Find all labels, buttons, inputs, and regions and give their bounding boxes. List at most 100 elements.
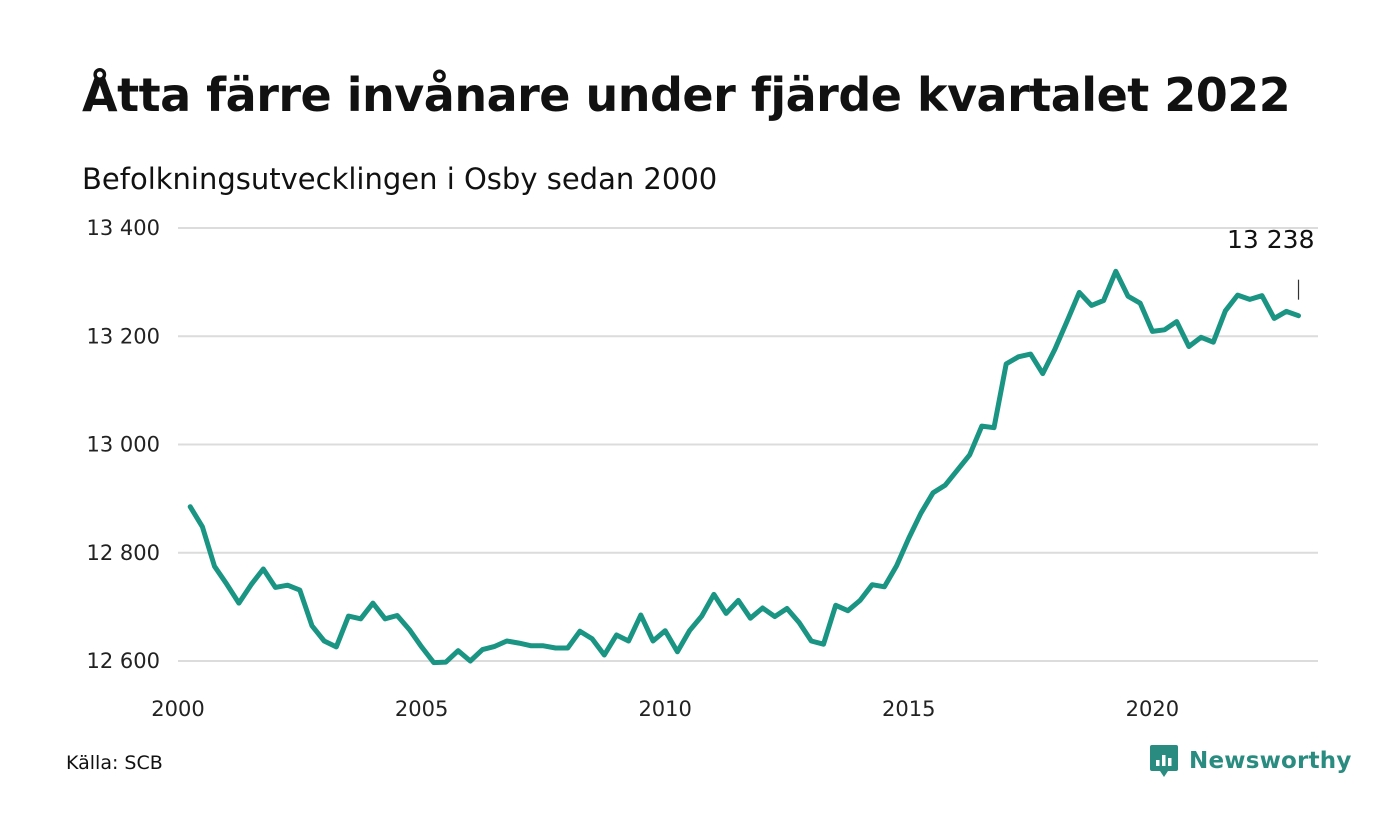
data-point xyxy=(967,452,972,457)
data-point xyxy=(748,616,753,621)
data-point xyxy=(1101,298,1106,303)
data-point xyxy=(273,585,278,590)
data-point xyxy=(407,627,412,632)
data-point xyxy=(894,563,899,568)
data-point xyxy=(833,603,838,608)
data-point xyxy=(334,644,339,649)
data-point xyxy=(1211,340,1216,345)
data-point xyxy=(1065,319,1070,324)
data-point xyxy=(1235,293,1240,298)
data-point xyxy=(638,613,643,618)
series-layer xyxy=(187,268,1301,666)
newsworthy-logo-icon xyxy=(1150,745,1178,777)
data-point xyxy=(590,636,595,641)
data-point xyxy=(419,644,424,649)
data-point xyxy=(1077,290,1082,295)
data-point xyxy=(943,483,948,488)
data-point xyxy=(1260,293,1265,298)
data-point xyxy=(504,639,509,644)
data-point xyxy=(1004,361,1009,366)
end-value-label: 13 238 xyxy=(1227,225,1314,254)
y-tick-label: 13 400 xyxy=(87,216,160,240)
data-point xyxy=(480,647,485,652)
brand-name: Newsworthy xyxy=(1189,748,1352,774)
gridlines xyxy=(178,227,1318,662)
x-axis-ticks: 2000 2005 2010 2015 2020 xyxy=(151,697,1179,721)
data-point xyxy=(785,606,790,611)
data-point xyxy=(1052,347,1057,352)
data-point xyxy=(724,611,729,616)
data-point xyxy=(297,588,302,593)
data-point xyxy=(1284,309,1289,314)
data-point xyxy=(1138,301,1143,306)
chart-title: Åtta färre invånare under fjärde kvartal… xyxy=(82,68,1291,122)
data-point xyxy=(845,608,850,613)
data-point xyxy=(675,649,680,654)
data-point xyxy=(711,592,716,597)
data-point xyxy=(188,504,193,509)
data-point xyxy=(322,639,327,644)
data-point xyxy=(468,659,473,664)
data-point xyxy=(1272,316,1277,321)
data-point xyxy=(992,425,997,430)
data-point xyxy=(736,598,741,603)
data-point xyxy=(1199,335,1204,340)
brand-logo[interactable]: Newsworthy xyxy=(1149,744,1352,778)
data-point xyxy=(443,660,448,665)
data-point xyxy=(310,623,315,628)
data-point xyxy=(529,643,534,648)
data-point xyxy=(346,614,351,619)
data-point xyxy=(870,582,875,587)
data-point xyxy=(931,490,936,495)
data-point xyxy=(517,641,522,646)
data-point xyxy=(212,564,217,569)
data-point xyxy=(358,616,363,621)
data-point xyxy=(431,660,436,665)
x-tick-label: 2000 xyxy=(151,697,204,721)
y-tick-label: 13 200 xyxy=(87,324,160,348)
data-point xyxy=(541,643,546,648)
annotations: 13 238 xyxy=(1227,225,1315,300)
data-point xyxy=(772,614,777,619)
data-point xyxy=(1296,313,1301,318)
data-point xyxy=(285,583,290,588)
data-point xyxy=(821,642,826,647)
data-point xyxy=(1028,352,1033,357)
data-point xyxy=(979,424,984,429)
data-point xyxy=(1223,308,1228,313)
data-point xyxy=(565,646,570,651)
data-point xyxy=(602,653,607,658)
data-point xyxy=(882,584,887,589)
data-point xyxy=(809,639,814,644)
data-point xyxy=(797,620,802,625)
y-axis-ticks: 12 600 12 800 13 000 13 200 13 400 xyxy=(87,216,160,673)
data-point xyxy=(626,639,631,644)
x-tick-label: 2005 xyxy=(395,697,448,721)
x-tick-label: 2020 xyxy=(1126,697,1179,721)
data-point xyxy=(1174,319,1179,324)
data-point xyxy=(395,613,400,618)
data-point xyxy=(492,644,497,649)
data-point xyxy=(236,601,241,606)
chart-subtitle: Befolkningsutvecklingen i Osby sedan 200… xyxy=(82,162,718,196)
data-point xyxy=(918,511,923,516)
data-point xyxy=(651,639,656,644)
data-point xyxy=(456,648,461,653)
data-point xyxy=(906,536,911,541)
data-point xyxy=(760,606,765,611)
data-point xyxy=(858,598,863,603)
series-line xyxy=(187,268,1301,666)
data-point xyxy=(383,616,388,621)
data-point xyxy=(1162,327,1167,332)
data-point xyxy=(370,601,375,606)
data-point xyxy=(249,582,254,587)
data-point xyxy=(699,614,704,619)
data-point xyxy=(687,628,692,633)
data-point xyxy=(553,646,558,651)
data-point xyxy=(1186,344,1191,349)
data-point xyxy=(577,629,582,634)
x-tick-label: 2010 xyxy=(638,697,691,721)
data-point xyxy=(1150,329,1155,334)
data-point xyxy=(1247,297,1252,302)
